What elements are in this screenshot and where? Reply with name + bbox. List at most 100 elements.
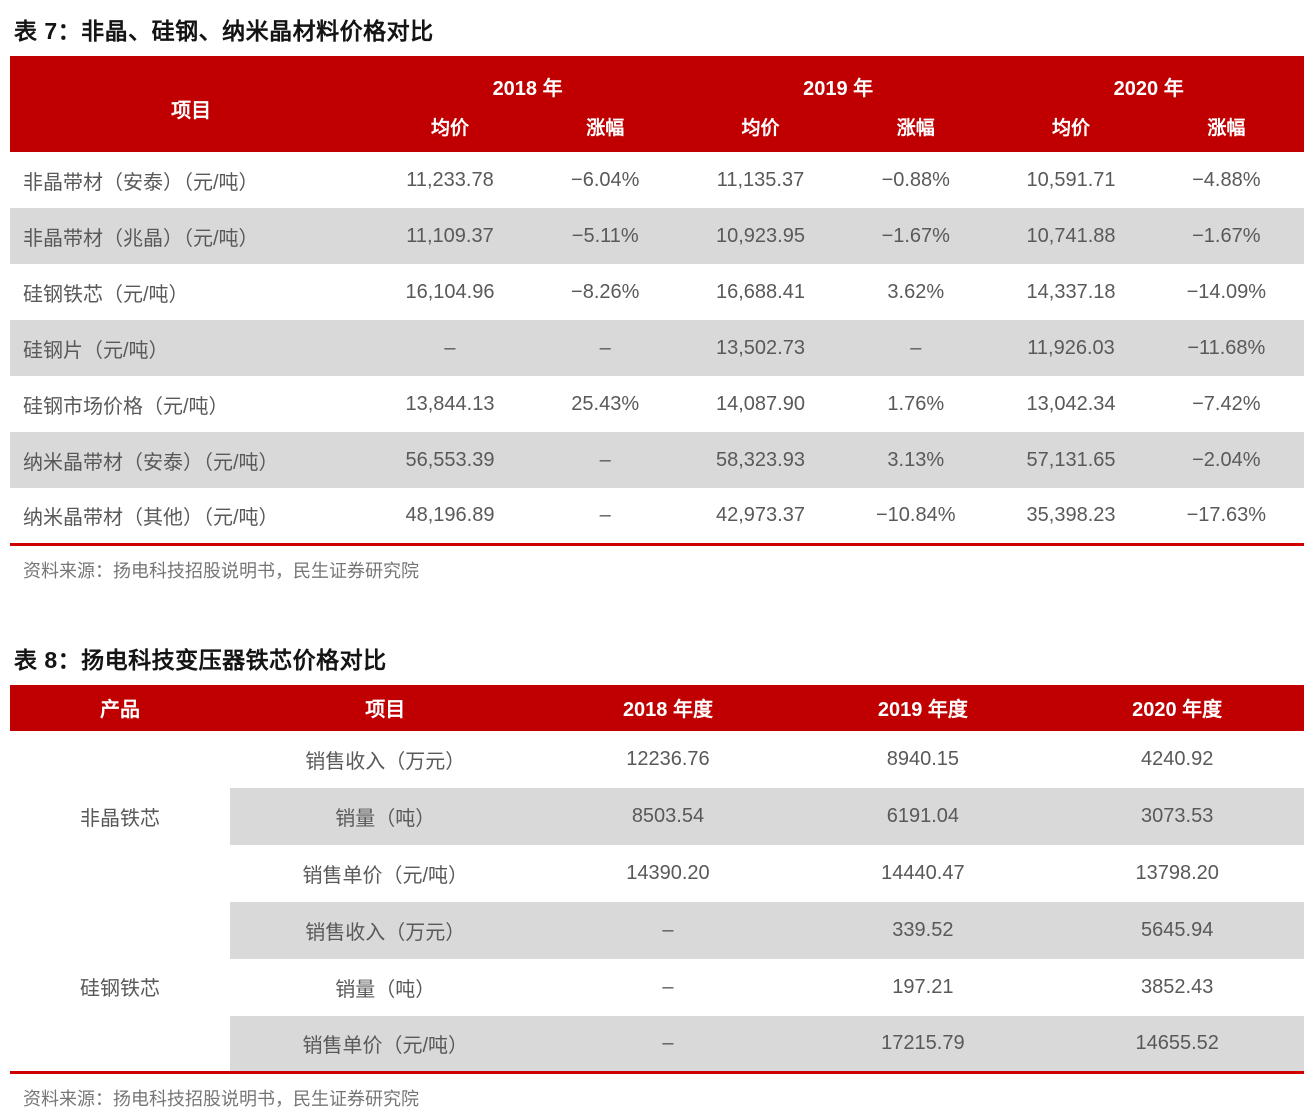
value-cell: 12236.76: [540, 730, 796, 788]
value-cell: −11.68%: [1148, 320, 1304, 376]
item-label: 纳米晶带材（其他）（元/吨）: [10, 488, 373, 544]
value-cell: 14,337.18: [993, 264, 1149, 320]
value-cell: 11,109.37: [372, 208, 528, 264]
table7-year-2018: 2018 年: [372, 56, 683, 108]
value-cell: 14390.20: [540, 844, 796, 902]
item-label: 销量（吨）: [229, 787, 541, 845]
value-cell: –: [540, 958, 796, 1016]
value-cell: –: [540, 901, 796, 959]
product-cell: 非晶铁芯: [10, 730, 230, 902]
value-cell: 13,844.13: [372, 376, 528, 432]
value-cell: 8940.15: [795, 730, 1051, 788]
value-cell: −17.63%: [1148, 488, 1304, 544]
value-cell: 56,553.39: [372, 432, 528, 488]
value-cell: 3073.53: [1050, 787, 1304, 845]
table7-col-item: 项目: [10, 56, 373, 152]
table8-header: 产品 项目 2018 年度 2019 年度 2020 年度: [10, 684, 1304, 731]
item-label: 销售收入（万元）: [229, 730, 541, 788]
value-cell: −4.88%: [1148, 152, 1304, 208]
value-cell: –: [372, 320, 528, 376]
value-cell: –: [527, 432, 683, 488]
table-row: 硅钢市场价格（元/吨） 13,844.13 25.43% 14,087.90 1…: [10, 376, 1304, 432]
value-cell: –: [540, 1015, 796, 1073]
value-cell: 42,973.37: [682, 488, 839, 544]
value-cell: 3.13%: [838, 432, 994, 488]
table-row: 非晶带材（安泰）（元/吨） 11,233.78 −6.04% 11,135.37…: [10, 152, 1304, 208]
product-cell: 硅钢铁芯: [10, 901, 230, 1073]
table8-col-2018: 2018 年度: [540, 684, 796, 731]
table7-sub-avg-2019: 均价: [682, 108, 839, 152]
table7-sub-avg-2020: 均价: [993, 108, 1149, 152]
value-cell: 8503.54: [540, 787, 796, 845]
value-cell: −10.84%: [838, 488, 994, 544]
value-cell: 11,135.37: [682, 152, 839, 208]
table8-col-product: 产品: [10, 684, 230, 731]
value-cell: −0.88%: [838, 152, 994, 208]
table8-title: 表 8：扬电科技变压器铁芯价格对比: [14, 646, 387, 673]
value-cell: 25.43%: [527, 376, 683, 432]
value-cell: 13,502.73: [682, 320, 839, 376]
item-label: 销量（吨）: [229, 958, 541, 1016]
value-cell: 58,323.93: [682, 432, 839, 488]
value-cell: 10,923.95: [682, 208, 839, 264]
value-cell: −7.42%: [1148, 376, 1304, 432]
value-cell: 197.21: [795, 958, 1051, 1016]
table7-header: 项目 2018 年 2019 年 2020 年 均价 涨幅 均价 涨幅 均价 涨…: [10, 56, 1304, 152]
value-cell: −8.26%: [527, 264, 683, 320]
value-cell: 14440.47: [795, 844, 1051, 902]
table-row: 销售单价（元/吨） 14390.20 14440.47 13798.20: [10, 844, 1304, 902]
value-cell: 11,233.78: [372, 152, 528, 208]
value-cell: −2.04%: [1148, 432, 1304, 488]
value-cell: 3852.43: [1050, 958, 1304, 1016]
table7: 项目 2018 年 2019 年 2020 年 均价 涨幅 均价 涨幅 均价 涨…: [10, 56, 1304, 546]
table7-source: 资料来源：扬电科技招股说明书，民生证券研究院: [23, 560, 419, 581]
value-cell: −5.11%: [527, 208, 683, 264]
table7-sub-change-2020: 涨幅: [1148, 108, 1304, 152]
item-label: 销售收入（万元）: [229, 901, 541, 959]
item-label: 硅钢市场价格（元/吨）: [10, 376, 373, 432]
value-cell: 16,104.96: [372, 264, 528, 320]
table-row: 销量（吨） 8503.54 6191.04 3073.53: [10, 787, 1304, 845]
value-cell: –: [527, 320, 683, 376]
item-label: 非晶带材（兆晶）（元/吨）: [10, 208, 373, 264]
table7-sub-change-2019: 涨幅: [838, 108, 994, 152]
table-row: 硅钢铁芯 销售收入（万元） – 339.52 5645.94: [10, 901, 1304, 1073]
table8-source: 资料来源：扬电科技招股说明书，民生证券研究院: [23, 1089, 419, 1109]
value-cell: 10,741.88: [993, 208, 1149, 264]
value-cell: 3.62%: [838, 264, 994, 320]
value-cell: –: [527, 488, 683, 544]
value-cell: 11,926.03: [993, 320, 1149, 376]
item-label: 销售单价（元/吨）: [229, 844, 541, 902]
value-cell: 13,042.34: [993, 376, 1149, 432]
table-row: 纳米晶带材（安泰）（元/吨） 56,553.39 – 58,323.93 3.1…: [10, 432, 1304, 488]
table8-col-2019: 2019 年度: [795, 684, 1051, 731]
value-cell: 14655.52: [1050, 1015, 1304, 1073]
table8-col-item: 项目: [229, 684, 541, 731]
value-cell: 339.52: [795, 901, 1051, 959]
table8: 产品 项目 2018 年度 2019 年度 2020 年度 非晶铁芯 销售收入（…: [10, 684, 1304, 1074]
value-cell: 10,591.71: [993, 152, 1149, 208]
value-cell: 16,688.41: [682, 264, 839, 320]
table-row: 销量（吨） – 197.21 3852.43: [10, 958, 1304, 1016]
table7-sub-avg-2018: 均价: [372, 108, 528, 152]
value-cell: –: [838, 320, 994, 376]
table-row: 硅钢片（元/吨） – – 13,502.73 – 11,926.03 −11.6…: [10, 320, 1304, 376]
value-cell: 17215.79: [795, 1015, 1051, 1073]
value-cell: −1.67%: [1148, 208, 1304, 264]
value-cell: 6191.04: [795, 787, 1051, 845]
value-cell: 13798.20: [1050, 844, 1304, 902]
table-row: 纳米晶带材（其他）（元/吨） 48,196.89 – 42,973.37 −10…: [10, 488, 1304, 544]
table-row: 销售单价（元/吨） – 17215.79 14655.52: [10, 1015, 1304, 1073]
item-label: 纳米晶带材（安泰）（元/吨）: [10, 432, 373, 488]
item-label: 硅钢铁芯（元/吨）: [10, 264, 373, 320]
value-cell: 1.76%: [838, 376, 994, 432]
table-row: 硅钢铁芯（元/吨） 16,104.96 −8.26% 16,688.41 3.6…: [10, 264, 1304, 320]
value-cell: −14.09%: [1148, 264, 1304, 320]
value-cell: 35,398.23: [993, 488, 1149, 544]
table7-title: 表 7：非晶、硅钢、纳米晶材料价格对比: [14, 18, 434, 44]
table-row: 非晶带材（兆晶）（元/吨） 11,109.37 −5.11% 10,923.95…: [10, 208, 1304, 264]
value-cell: −6.04%: [527, 152, 683, 208]
item-label: 硅钢片（元/吨）: [10, 320, 373, 376]
item-label: 非晶带材（安泰）（元/吨）: [10, 152, 373, 208]
